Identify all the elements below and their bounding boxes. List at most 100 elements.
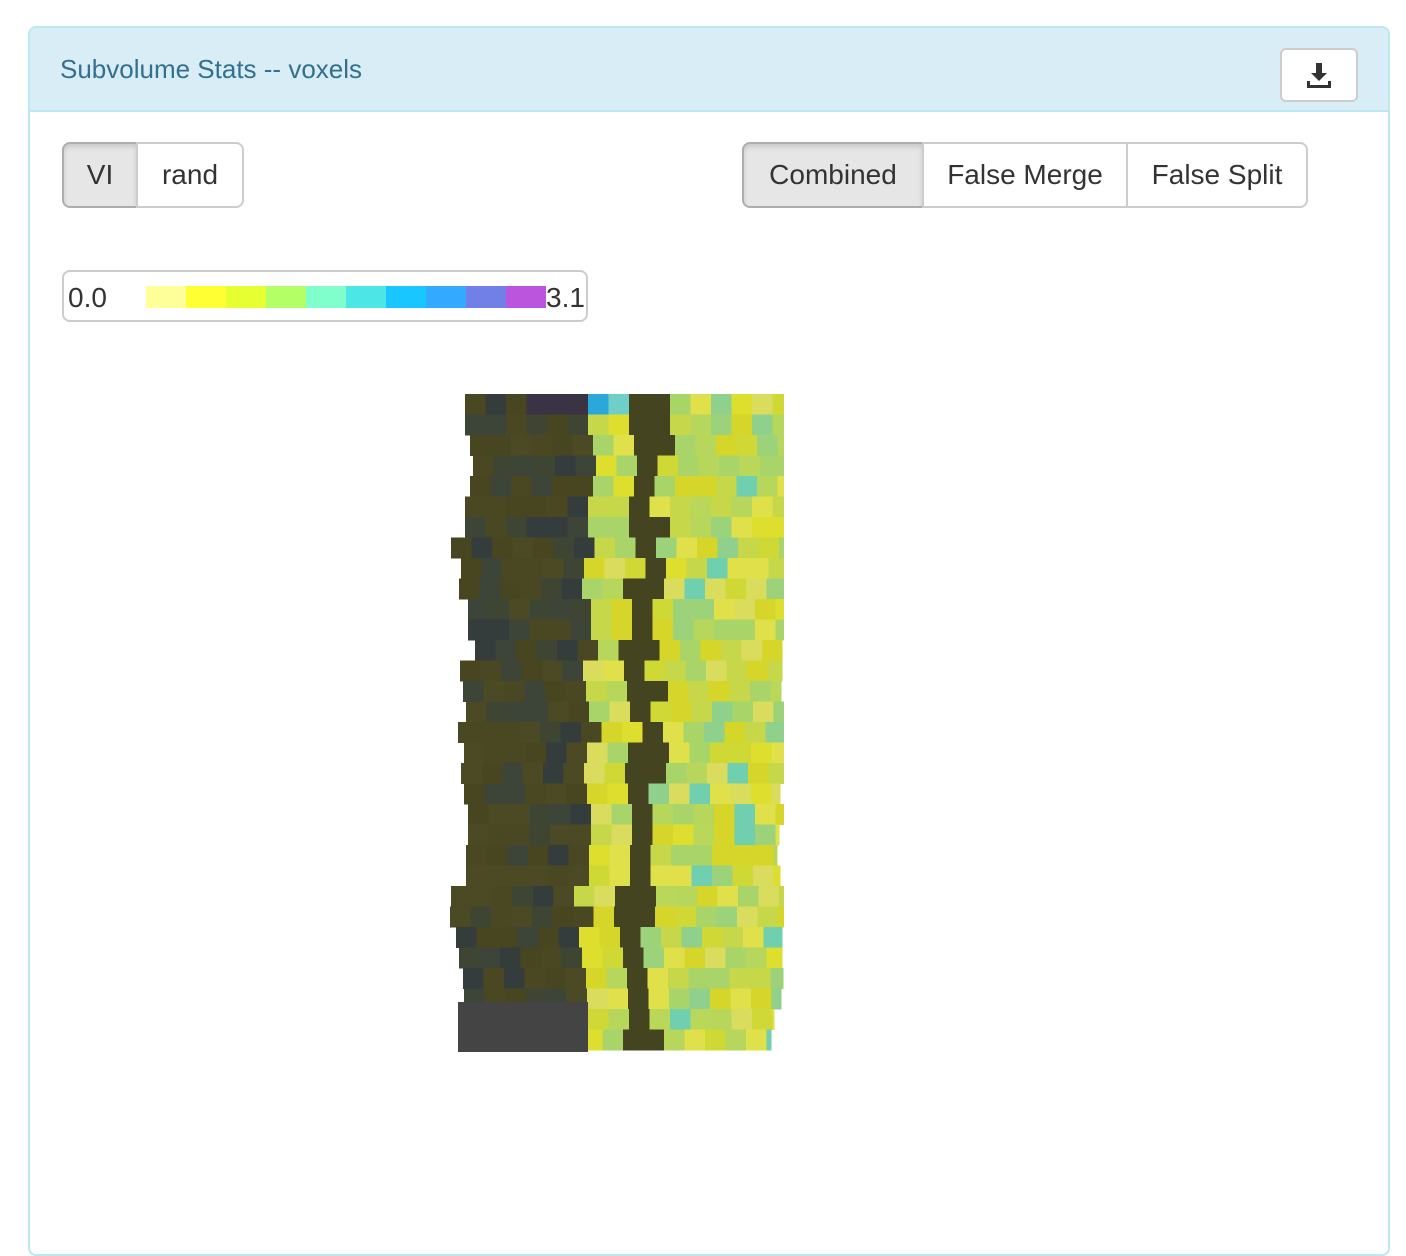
download-button[interactable]	[1280, 48, 1358, 102]
voxel-cell	[652, 804, 674, 825]
voxel-cell	[465, 414, 486, 436]
mode-combined-button[interactable]: Combined	[742, 142, 924, 208]
voxel-cell	[668, 681, 689, 702]
voxel-cell	[608, 394, 630, 415]
voxel-cell	[552, 476, 573, 497]
voxel-cell	[616, 455, 638, 477]
voxel-cell	[450, 906, 471, 928]
voxel-cell	[484, 742, 506, 764]
voxel-cell	[608, 1009, 630, 1030]
voxel-cell	[755, 804, 776, 825]
voxel-cell	[634, 435, 655, 456]
voxel-cell	[526, 496, 548, 518]
voxel-cell	[566, 783, 588, 805]
voxel-cell	[514, 455, 535, 477]
voxel-cell	[613, 476, 635, 497]
subvolume-heatmap[interactable]	[422, 394, 784, 1056]
voxel-cell	[771, 988, 782, 1010]
voxel-cell	[767, 660, 783, 682]
voxel-cell	[565, 681, 587, 702]
voxel-cell	[675, 476, 696, 497]
voxel-cell	[509, 824, 530, 846]
voxel-cell	[707, 763, 728, 784]
voxel-cell	[550, 619, 571, 641]
legend-swatch-5	[346, 286, 386, 308]
voxel-cell	[587, 988, 608, 1010]
voxel-cell	[669, 988, 690, 1010]
voxel-cell	[698, 455, 720, 477]
voxel-cell	[705, 1029, 726, 1051]
voxel-cell	[725, 578, 747, 600]
voxel-cell	[670, 1009, 691, 1030]
voxel-cell	[558, 927, 580, 948]
voxel-cell	[750, 681, 771, 702]
voxel-cell	[746, 578, 767, 600]
voxel-cell	[591, 804, 612, 825]
voxel-cell	[611, 804, 633, 825]
voxel-cell	[492, 886, 513, 907]
voxel-cell	[596, 455, 617, 477]
voxel-cell	[497, 927, 518, 948]
voxel-cell	[711, 517, 732, 538]
voxel-cell	[608, 496, 630, 518]
voxel-cell	[778, 906, 784, 928]
voxel-cell	[654, 435, 676, 456]
metric-rand-button[interactable]: rand	[136, 142, 244, 208]
voxel-cell	[717, 537, 739, 559]
voxel-cell	[486, 701, 508, 723]
voxel-cell	[656, 537, 677, 559]
voxel-cell	[623, 1029, 644, 1051]
voxel-cell	[673, 804, 694, 825]
voxel-cell	[625, 558, 646, 579]
voxel-cell	[722, 927, 744, 948]
voxel-cell	[461, 763, 482, 784]
voxel-cell	[543, 558, 564, 579]
voxel-cell	[746, 1029, 767, 1051]
voxel-cell	[542, 660, 563, 682]
voxel-cell	[648, 742, 670, 764]
voxel-cell	[650, 845, 672, 866]
voxel-cell	[588, 496, 609, 518]
voxel-cell	[647, 968, 669, 989]
voxel-cell	[540, 722, 561, 743]
voxel-cell	[572, 435, 594, 456]
voxel-cell	[630, 865, 651, 887]
voxel-cell	[485, 496, 507, 518]
voxel-cell	[727, 763, 749, 784]
voxel-cell	[644, 660, 666, 682]
voxel-cell	[505, 742, 526, 764]
voxel-cell	[622, 722, 643, 743]
voxel-cell	[546, 742, 567, 764]
voxel-cell	[630, 701, 651, 723]
voxel-cell	[757, 476, 778, 497]
voxel-cell	[548, 865, 569, 887]
voxel-cell	[629, 517, 650, 538]
voxel-cell	[739, 455, 761, 477]
mode-false-split-button[interactable]: False Split	[1126, 142, 1308, 208]
voxel-cell	[509, 804, 530, 825]
voxel-cell	[567, 414, 589, 436]
voxel-cell	[586, 681, 607, 702]
voxel-cell	[527, 845, 549, 866]
voxel-cell	[591, 619, 612, 641]
voxel-cell	[525, 783, 547, 805]
voxel-cell	[607, 783, 629, 805]
mode-false-merge-button[interactable]: False Merge	[922, 142, 1128, 208]
voxel-cell	[643, 578, 665, 600]
voxel-cell	[772, 1009, 775, 1030]
voxel-cell	[577, 640, 599, 661]
voxel-cell	[459, 947, 480, 969]
voxel-cell	[732, 845, 754, 866]
voxel-cell	[529, 804, 551, 825]
voxel-cell	[673, 599, 694, 620]
voxel-cell	[538, 927, 559, 948]
metric-vi-button[interactable]: VI	[62, 142, 138, 208]
voxel-cell	[741, 640, 763, 661]
voxel-cell	[516, 640, 537, 661]
voxel-cell	[775, 804, 784, 825]
voxel-cell	[459, 578, 480, 600]
voxel-cell	[652, 824, 674, 846]
voxel-cell	[671, 701, 692, 723]
voxel-cell	[711, 394, 732, 415]
voxel-cell	[488, 804, 510, 825]
